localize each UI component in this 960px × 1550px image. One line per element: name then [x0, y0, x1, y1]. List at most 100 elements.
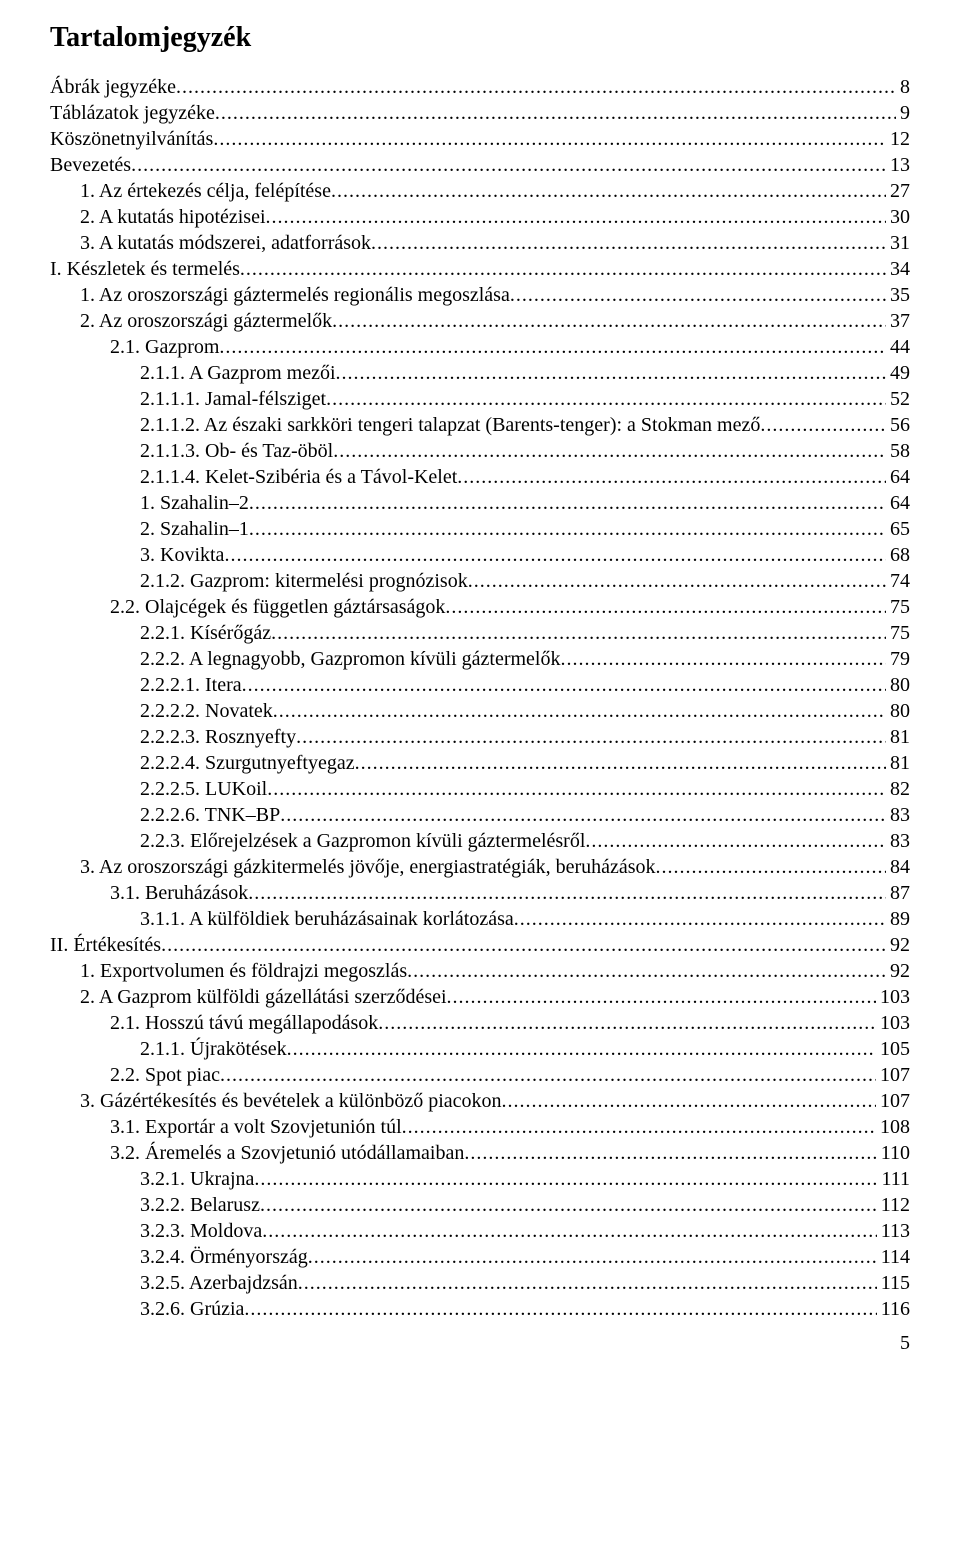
toc-entry: 3.1. Beruházások87 — [50, 880, 910, 906]
toc-entry: 2. A Gazprom külföldi gázellátási szerző… — [50, 984, 910, 1010]
toc-entry-page: 107 — [876, 1062, 910, 1088]
toc-entry: 2.1.1. A Gazprom mezői49 — [50, 360, 910, 386]
toc-entry-label: 2.1.1. A Gazprom mezői — [140, 360, 336, 386]
toc-dot-leader — [464, 1140, 876, 1166]
toc-entry-label: 3. A kutatás módszerei, adatforrások — [80, 230, 371, 256]
toc-entry-label: 3.2.2. Belarusz — [140, 1192, 260, 1218]
toc-entry: 2.2.2.4. Szurgutnyeftyegaz81 — [50, 750, 910, 776]
toc-entry-label: 3. Gázértékesítés és bevételek a különbö… — [80, 1088, 502, 1114]
toc-entry-page: 81 — [886, 724, 910, 750]
toc-entry-label: Táblázatok jegyzéke — [50, 100, 215, 126]
toc-entry: 1. Szahalin–264 — [50, 490, 910, 516]
toc-entry-page: 65 — [886, 516, 910, 542]
toc-dot-leader — [402, 1114, 876, 1140]
toc-entry-label: 2.2.3. Előrejelzések a Gazpromon kívüli … — [140, 828, 585, 854]
toc-dot-leader — [378, 1010, 876, 1036]
toc-entry-label: II. Értékesítés — [50, 932, 161, 958]
toc-dot-leader — [332, 308, 886, 334]
toc-entry-page: 110 — [877, 1140, 910, 1166]
toc-entry-page: 74 — [886, 568, 910, 594]
toc-entry: 3.2.3. Moldova113 — [50, 1218, 910, 1244]
toc-dot-leader — [219, 334, 886, 360]
toc-entry-page: 105 — [876, 1036, 910, 1062]
toc-entry-page: 103 — [876, 1010, 910, 1036]
toc-dot-leader — [355, 750, 886, 776]
toc-entry: 2.2. Spot piac107 — [50, 1062, 910, 1088]
toc-entry-page: 13 — [886, 152, 910, 178]
toc-entry-page: 34 — [886, 256, 910, 282]
toc-dot-leader — [266, 204, 886, 230]
toc-dot-leader — [333, 438, 886, 464]
toc-entry-label: Bevezetés — [50, 152, 131, 178]
toc-entry-page: 68 — [886, 542, 910, 568]
toc-entry: II. Értékesítés92 — [50, 932, 910, 958]
toc-dot-leader — [457, 464, 886, 490]
toc-entry-page: 107 — [876, 1088, 910, 1114]
toc-entry-page: 114 — [877, 1244, 910, 1270]
toc-entry-page: 115 — [877, 1270, 910, 1296]
toc-entry: 3.2.1. Ukrajna111 — [50, 1166, 910, 1192]
toc-dot-leader — [271, 620, 886, 646]
toc-entry-label: 2.1.1.3. Ob- és Taz-öböl — [140, 438, 333, 464]
toc-entry-page: 37 — [886, 308, 910, 334]
toc-entry: 1. Az értekezés célja, felépítése27 — [50, 178, 910, 204]
toc-dot-leader — [331, 178, 886, 204]
toc-dot-leader — [447, 984, 876, 1010]
toc-entry-page: 116 — [877, 1296, 910, 1322]
toc-entry-page: 79 — [886, 646, 910, 672]
toc-entry: 2.2.2.6. TNK–BP 83 — [50, 802, 910, 828]
toc-dot-leader — [131, 152, 886, 178]
toc-entry: 3. Az oroszországi gázkitermelés jövője,… — [50, 854, 910, 880]
toc-entry-label: 2.2.2.6. TNK–BP — [140, 802, 280, 828]
toc-entry-label: 1. Az oroszországi gáztermelés regionáli… — [80, 282, 510, 308]
toc-entry-label: 1. Az értekezés célja, felépítése — [80, 178, 331, 204]
toc-entry-label: 1. Exportvolumen és földrajzi megoszlás — [80, 958, 407, 984]
toc-entry-label: 3.2. Áremelés a Szovjetunió utódállamaib… — [110, 1140, 464, 1166]
toc-entry-page: 89 — [886, 906, 910, 932]
toc-dot-leader — [468, 568, 886, 594]
toc-entry-page: 83 — [886, 802, 910, 828]
toc-entry: 2. Az oroszországi gáztermelők 37 — [50, 308, 910, 334]
toc-entry-page: 9 — [896, 100, 910, 126]
toc-entry-label: 2.1.1.4. Kelet-Szibéria és a Távol-Kelet — [140, 464, 457, 490]
toc-entry: 3.2.2. Belarusz 112 — [50, 1192, 910, 1218]
toc-dot-leader — [213, 126, 886, 152]
toc-entry-label: 2.1.1.1. Jamal-félsziget — [140, 386, 326, 412]
toc-entry-page: 103 — [876, 984, 910, 1010]
toc-dot-leader — [161, 932, 886, 958]
toc-entry-page: 44 — [886, 334, 910, 360]
toc-entry-label: 2. Az oroszországi gáztermelők — [80, 308, 332, 334]
toc-dot-leader — [240, 256, 886, 282]
toc-dot-leader — [249, 516, 886, 542]
toc-entry-label: Köszönetnyilvánítás — [50, 126, 213, 152]
toc-dot-leader — [760, 412, 886, 438]
toc-entry-page: 84 — [886, 854, 910, 880]
toc-dot-leader — [287, 1036, 876, 1062]
toc-entry: 2.1.1.4. Kelet-Szibéria és a Távol-Kelet… — [50, 464, 910, 490]
toc-entry-label: 3.2.4. Örményország — [140, 1244, 308, 1270]
toc-entry-label: 2.2.2. A legnagyobb, Gazpromon kívüli gá… — [140, 646, 560, 672]
toc-entry: 3.1. Exportár a volt Szovjetunión túl108 — [50, 1114, 910, 1140]
toc-entry: I. Készletek és termelés34 — [50, 256, 910, 282]
toc-dot-leader — [249, 490, 886, 516]
toc-dot-leader — [262, 1218, 877, 1244]
toc-entry: Bevezetés 13 — [50, 152, 910, 178]
toc-dot-leader — [242, 672, 886, 698]
toc-entry-page: 112 — [877, 1192, 910, 1218]
toc-entry-label: 3. Kovikta — [140, 542, 224, 568]
toc-dot-leader — [514, 906, 886, 932]
toc-entry-page: 113 — [877, 1218, 910, 1244]
toc-entry-label: 2.1.1.2. Az északi sarkköri tengeri tala… — [140, 412, 760, 438]
toc-entry-label: 1. Szahalin–2 — [140, 490, 249, 516]
toc-entry: 2.2.2.2. Novatek80 — [50, 698, 910, 724]
toc-title: Tartalomjegyzék — [50, 20, 910, 56]
toc-dot-leader — [248, 880, 886, 906]
toc-entry-label: 2.2.1. Kísérőgáz — [140, 620, 271, 646]
toc-entry-label: 3.2.5. Azerbajdzsán — [140, 1270, 298, 1296]
toc-entry: 3.1.1. A külföldiek beruházásainak korlá… — [50, 906, 910, 932]
toc-entry: 2.2.2.5. LUKoil82 — [50, 776, 910, 802]
toc-entry-page: 108 — [876, 1114, 910, 1140]
toc-entry-page: 58 — [886, 438, 910, 464]
toc-entry: Köszönetnyilvánítás12 — [50, 126, 910, 152]
toc-entry-label: 2.1.2. Gazprom: kitermelési prognózisok — [140, 568, 468, 594]
